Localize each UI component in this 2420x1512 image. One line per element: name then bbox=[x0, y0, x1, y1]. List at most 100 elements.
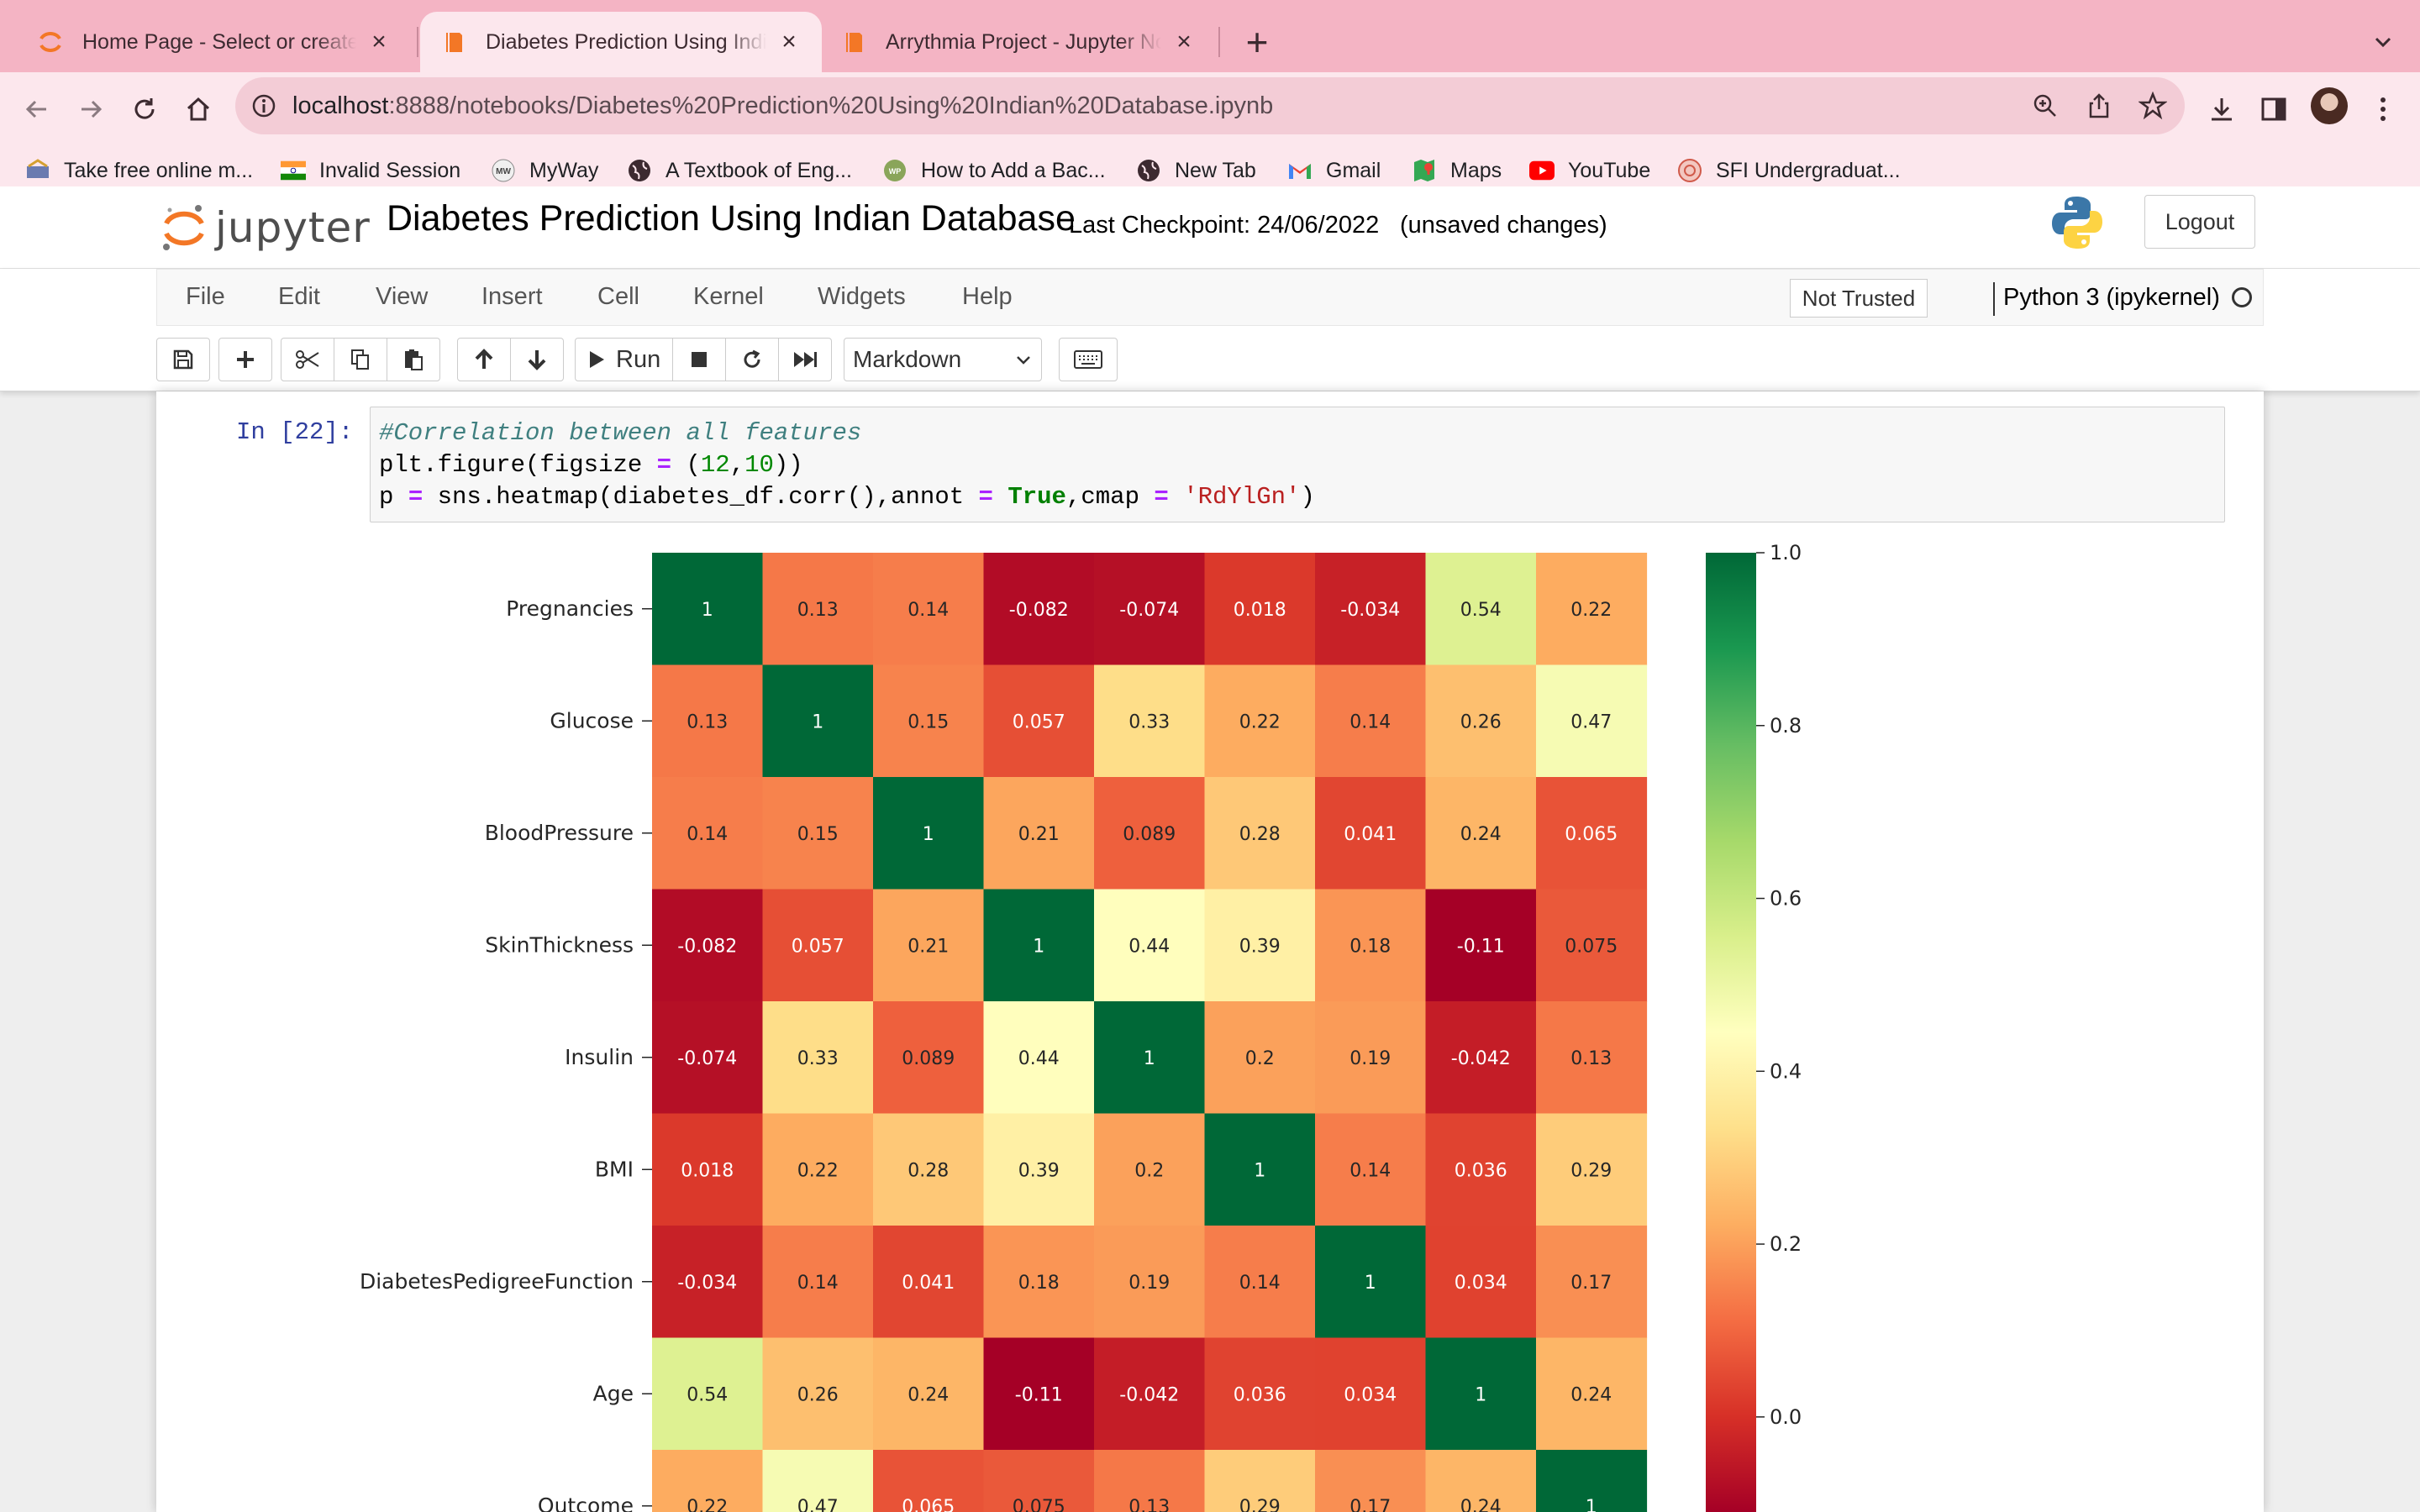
cell-annotation: 0.2 bbox=[1245, 1048, 1275, 1069]
tab-arrythmia-project[interactable]: Arrythmia Project - Jupyter Notebook × bbox=[820, 12, 1217, 72]
tab-home-page[interactable]: Home Page - Select or create a notebook … bbox=[17, 12, 412, 72]
insert-cell-button[interactable] bbox=[218, 338, 272, 381]
cell-annotation: 0.14 bbox=[797, 1273, 839, 1294]
restart-run-all-button[interactable] bbox=[778, 338, 833, 381]
kernel-name[interactable]: Python 3 (ipykernel) bbox=[2003, 284, 2220, 311]
bookmark-item[interactable]: Take free online m... bbox=[25, 156, 253, 185]
home-icon[interactable] bbox=[173, 84, 224, 134]
bookmarks-bar: Take free online m... Invalid Session MW… bbox=[0, 139, 2420, 198]
jupyter-logo[interactable]: jupyter bbox=[161, 198, 371, 257]
input-prompt: In [22]: bbox=[236, 418, 354, 446]
zoom-icon[interactable] bbox=[2030, 91, 2060, 121]
side-panel-icon[interactable] bbox=[2249, 84, 2299, 134]
bookmark-label: Gmail bbox=[1326, 158, 1381, 182]
heatmap-cell bbox=[983, 553, 1095, 666]
chevron-down-icon[interactable] bbox=[2361, 20, 2405, 64]
paste-button[interactable] bbox=[387, 338, 440, 381]
menu-view[interactable]: View bbox=[376, 283, 429, 310]
cell-annotation: 0.065 bbox=[902, 1497, 955, 1512]
cell-annotation: 1 bbox=[1254, 1160, 1265, 1181]
bookmark-item[interactable]: New Tab bbox=[1136, 156, 1256, 185]
heatmap-cell bbox=[652, 777, 764, 890]
bookmark-label: YouTube bbox=[1568, 158, 1651, 182]
heatmap-cell bbox=[1536, 889, 1648, 1002]
run-button[interactable]: Run bbox=[575, 338, 674, 381]
cell-annotation: 0.14 bbox=[1239, 1273, 1281, 1294]
menu-edit[interactable]: Edit bbox=[278, 283, 320, 310]
heatmap-cell bbox=[652, 1113, 764, 1226]
cell-type-select[interactable]: Markdown bbox=[844, 338, 1042, 381]
cell-annotation: 0.47 bbox=[797, 1497, 839, 1512]
tab-diabetes-prediction[interactable]: Diabetes Prediction Using Indian Databas… bbox=[420, 12, 822, 72]
close-icon[interactable]: × bbox=[1176, 28, 1192, 55]
more-options-icon[interactable] bbox=[2358, 84, 2408, 134]
bookmark-item[interactable]: SFI Undergraduat... bbox=[1677, 156, 1901, 185]
bookmark-star-icon[interactable] bbox=[2138, 91, 2168, 121]
colorbar-tick-label: 0.4 bbox=[1770, 1059, 1802, 1083]
bookmark-item[interactable]: Gmail bbox=[1287, 156, 1381, 185]
not-trusted-button[interactable]: Not Trusted bbox=[1790, 279, 1928, 318]
menu-help[interactable]: Help bbox=[962, 283, 1013, 310]
menu-widgets[interactable]: Widgets bbox=[818, 283, 906, 310]
new-tab-plus-icon[interactable]: + bbox=[1245, 20, 1269, 64]
profile-avatar[interactable] bbox=[2311, 87, 2348, 124]
row-label: DiabetesPedigreeFunction bbox=[360, 1269, 634, 1294]
cell-annotation: 0.26 bbox=[1460, 711, 1502, 732]
restart-kernel-button[interactable] bbox=[725, 338, 780, 381]
cell-annotation: 0.14 bbox=[1349, 711, 1391, 732]
bookmark-item[interactable]: MW MyWay bbox=[491, 156, 598, 185]
forward-arrow-icon[interactable] bbox=[66, 84, 116, 134]
bookmark-item[interactable]: Maps bbox=[1412, 156, 1502, 185]
heatmap-cell bbox=[873, 889, 985, 1002]
menu-cell[interactable]: Cell bbox=[597, 283, 639, 310]
heatmap-row-labels: Pregnancies Glucose BloodPressure SkinThick… bbox=[360, 596, 652, 1512]
cell-annotation: -0.034 bbox=[1340, 600, 1400, 621]
cell-annotation: 0.057 bbox=[792, 936, 844, 957]
back-arrow-icon[interactable] bbox=[12, 84, 62, 134]
notebook-title[interactable]: Diabetes Prediction Using Indian Databas… bbox=[387, 198, 1076, 239]
bookmark-item[interactable]: YouTube bbox=[1529, 156, 1650, 185]
arrow-up-icon bbox=[475, 349, 493, 369]
copy-icon bbox=[351, 349, 369, 370]
colorbar-tick-label: 0.2 bbox=[1770, 1232, 1802, 1256]
cell-annotation: 1 bbox=[1144, 1048, 1155, 1069]
info-icon[interactable] bbox=[250, 92, 277, 119]
heatmap-cell bbox=[1204, 777, 1316, 890]
logout-button[interactable]: Logout bbox=[2144, 195, 2255, 249]
close-icon[interactable]: × bbox=[371, 28, 387, 55]
bookmark-item[interactable]: Invalid Session bbox=[281, 156, 460, 185]
colorbar-tick-label: 1.0 bbox=[1770, 541, 1802, 564]
share-icon[interactable] bbox=[2084, 91, 2114, 121]
close-icon[interactable]: × bbox=[781, 28, 797, 55]
interrupt-kernel-button[interactable] bbox=[672, 338, 727, 381]
cell-annotation: 0.065 bbox=[1565, 824, 1618, 845]
cut-button[interactable] bbox=[281, 338, 334, 381]
heatmap-cell bbox=[762, 777, 874, 890]
bookmark-item[interactable]: A Textbook of Eng... bbox=[627, 156, 852, 185]
save-button[interactable] bbox=[156, 338, 210, 381]
menu-kernel[interactable]: Kernel bbox=[693, 283, 764, 310]
move-up-button[interactable] bbox=[457, 338, 511, 381]
cell-annotation: 0.041 bbox=[1344, 824, 1397, 845]
cell-annotation: 0.24 bbox=[908, 1384, 949, 1405]
cell-annotation: 0.089 bbox=[1123, 824, 1176, 845]
last-checkpoint: Last Checkpoint: 24/06/2022 bbox=[1069, 212, 1380, 239]
reload-icon[interactable] bbox=[119, 84, 170, 134]
url-text[interactable]: localhost:8888/notebooks/Diabetes%20Pred… bbox=[292, 92, 1273, 120]
cell-annotation: 0.21 bbox=[908, 936, 949, 957]
kernel-idle-indicator-icon bbox=[2232, 287, 2252, 307]
bookmark-item[interactable]: WP How to Add a Bac... bbox=[882, 156, 1106, 185]
download-icon[interactable] bbox=[2196, 84, 2247, 134]
edit-group bbox=[281, 338, 440, 381]
menu-file[interactable]: File bbox=[186, 283, 225, 310]
command-palette-button[interactable] bbox=[1059, 338, 1118, 381]
menu-insert[interactable]: Insert bbox=[481, 283, 543, 310]
code-cell-input[interactable]: #Correlation between all features plt.fi… bbox=[370, 407, 2225, 522]
cell-annotation: 1 bbox=[1475, 1384, 1486, 1405]
jupyter-logo-icon bbox=[163, 205, 204, 250]
row-label: BMI bbox=[595, 1157, 634, 1181]
copy-button[interactable] bbox=[334, 338, 387, 381]
address-bar[interactable]: localhost:8888/notebooks/Diabetes%20Pred… bbox=[235, 77, 2185, 134]
move-down-button[interactable] bbox=[510, 338, 564, 381]
heatmap-cell bbox=[1094, 1226, 1206, 1339]
